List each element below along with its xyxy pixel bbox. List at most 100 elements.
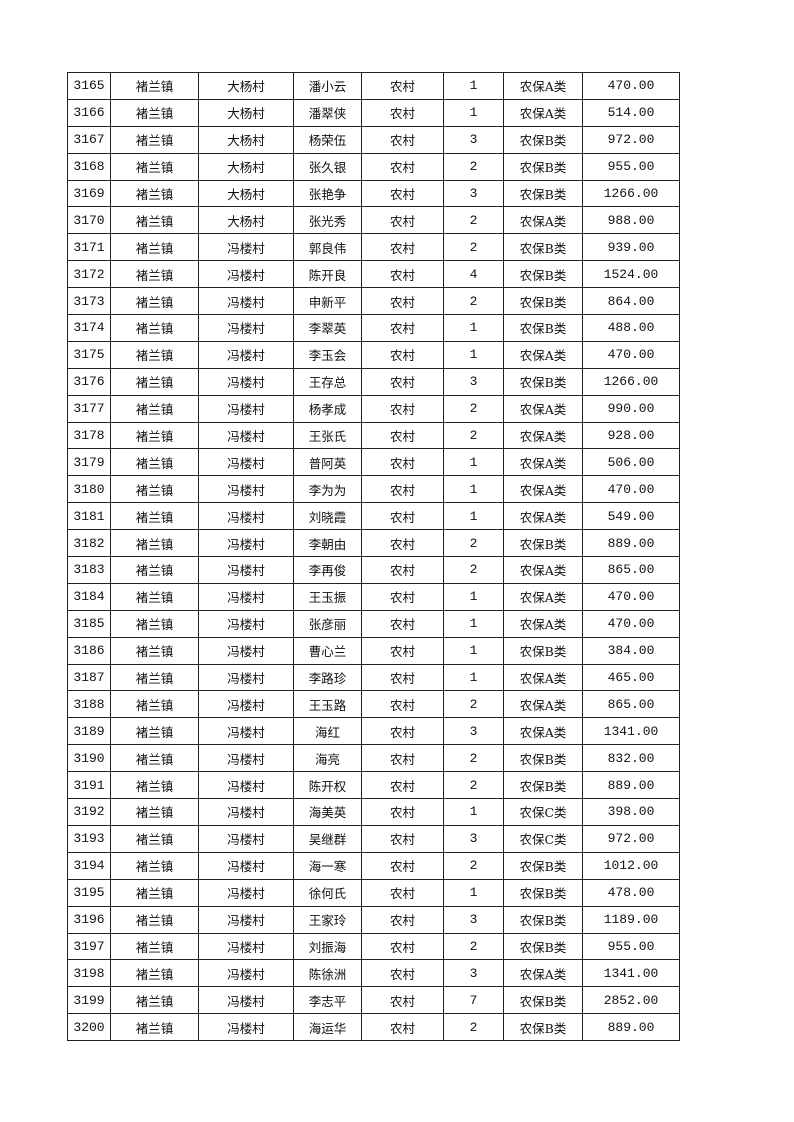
table-row: 3198 褚兰镇 冯楼村 陈徐洲 农村 3 农保A类 1341.00 xyxy=(67,959,680,988)
cell-town: 褚兰镇 xyxy=(110,556,199,584)
cell-insurance-category: 农保B类 xyxy=(503,905,583,934)
cell-row-number: 3194 xyxy=(67,851,111,880)
cell-row-number: 3198 xyxy=(67,959,111,988)
cell-village: 冯楼村 xyxy=(198,556,294,584)
cell-insurance-category: 农保B类 xyxy=(503,287,583,316)
cell-person-name: 海红 xyxy=(293,717,362,746)
cell-village: 冯楼村 xyxy=(198,878,294,907)
cell-town: 褚兰镇 xyxy=(110,744,199,773)
cell-household-type: 农村 xyxy=(361,314,444,342)
cell-family-size: 2 xyxy=(443,394,504,423)
cell-row-number: 3186 xyxy=(67,636,111,665)
cell-insurance-category: 农保B类 xyxy=(503,771,583,800)
cell-insurance-category: 农保B类 xyxy=(503,260,583,289)
table-row: 3178 褚兰镇 冯楼村 王张氏 农村 2 农保A类 928.00 xyxy=(67,421,680,450)
cell-amount: 478.00 xyxy=(582,878,680,907)
cell-person-name: 海美英 xyxy=(293,798,362,826)
cell-town: 褚兰镇 xyxy=(110,905,199,934)
cell-household-type: 农村 xyxy=(361,824,444,853)
cell-person-name: 李玉会 xyxy=(293,340,362,369)
cell-family-size: 3 xyxy=(443,179,504,208)
cell-village: 冯楼村 xyxy=(198,663,294,692)
cell-insurance-category: 农保A类 xyxy=(503,609,583,638)
cell-amount: 470.00 xyxy=(582,582,680,611)
cell-amount: 2852.00 xyxy=(582,986,680,1015)
cell-family-size: 2 xyxy=(443,932,504,961)
cell-household-type: 农村 xyxy=(361,636,444,665)
cell-amount: 470.00 xyxy=(582,609,680,638)
cell-household-type: 农村 xyxy=(361,744,444,773)
cell-insurance-category: 农保B类 xyxy=(503,125,583,154)
cell-village: 大杨村 xyxy=(198,179,294,208)
cell-person-name: 张久银 xyxy=(293,152,362,181)
cell-town: 褚兰镇 xyxy=(110,287,199,316)
cell-insurance-category: 农保A类 xyxy=(503,556,583,584)
cell-family-size: 2 xyxy=(443,744,504,773)
cell-household-type: 农村 xyxy=(361,421,444,450)
cell-town: 褚兰镇 xyxy=(110,609,199,638)
table-row: 3183 褚兰镇 冯楼村 李再俊 农村 2 农保A类 865.00 xyxy=(67,556,680,584)
cell-person-name: 刘晓霞 xyxy=(293,502,362,531)
cell-household-type: 农村 xyxy=(361,502,444,531)
cell-amount: 1266.00 xyxy=(582,179,680,208)
table-row: 3185 褚兰镇 冯楼村 张彦丽 农村 1 农保A类 470.00 xyxy=(67,609,680,638)
cell-village: 大杨村 xyxy=(198,206,294,235)
cell-family-size: 1 xyxy=(443,878,504,907)
table-body: 3165 褚兰镇 大杨村 潘小云 农村 1 农保A类 470.00 3166 褚兰镇 大杨村 潘翠侠农… xyxy=(67,72,680,1042)
cell-town: 褚兰镇 xyxy=(110,717,199,746)
table-row: 3169 褚兰镇 大杨村 张艳争 农村 3 农保B类 1266.00 xyxy=(67,179,680,208)
cell-insurance-category: 农保B类 xyxy=(503,529,583,558)
cell-village: 冯楼村 xyxy=(198,260,294,289)
table-row: 3181 褚兰镇 冯楼村 刘晓霞 农村 1 农保A类 549.00 xyxy=(67,502,680,531)
cell-amount: 972.00 xyxy=(582,125,680,154)
cell-person-name: 李朝由 xyxy=(293,529,362,558)
cell-amount: 955.00 xyxy=(582,152,680,181)
cell-village: 冯楼村 xyxy=(198,690,294,719)
table-row: 3171 褚兰镇 冯楼村 郭良伟 农村 2 农保B类 939.00 xyxy=(67,233,680,262)
cell-town: 褚兰镇 xyxy=(110,475,199,504)
cell-row-number: 3177 xyxy=(67,394,111,423)
cell-insurance-category: 农保B类 xyxy=(503,233,583,262)
cell-amount: 398.00 xyxy=(582,798,680,826)
table-row: 3168 褚兰镇 大杨村 张久银 农村 2 农保B类 955.00 xyxy=(67,152,680,181)
cell-person-name: 杨孝成 xyxy=(293,394,362,423)
cell-village: 大杨村 xyxy=(198,125,294,154)
cell-village: 大杨村 xyxy=(198,72,294,100)
cell-household-type: 农村 xyxy=(361,340,444,369)
cell-row-number: 3168 xyxy=(67,152,111,181)
cell-family-size: 3 xyxy=(443,959,504,988)
cell-family-size: 3 xyxy=(443,125,504,154)
cell-family-size: 1 xyxy=(443,72,504,100)
cell-town: 褚兰镇 xyxy=(110,421,199,450)
cell-household-type: 农村 xyxy=(361,367,444,396)
cell-household-type: 农村 xyxy=(361,717,444,746)
cell-town: 褚兰镇 xyxy=(110,959,199,988)
table-row: 3177 褚兰镇 冯楼村 杨孝成 农村 2 农保A类 990.00 xyxy=(67,394,680,423)
cell-household-type: 农村 xyxy=(361,72,444,100)
cell-village: 冯楼村 xyxy=(198,475,294,504)
cell-amount: 549.00 xyxy=(582,502,680,531)
cell-village: 冯楼村 xyxy=(198,340,294,369)
cell-household-type: 农村 xyxy=(361,394,444,423)
cell-amount: 939.00 xyxy=(582,233,680,262)
cell-family-size: 2 xyxy=(443,206,504,235)
cell-family-size: 1 xyxy=(443,448,504,477)
cell-family-size: 3 xyxy=(443,717,504,746)
cell-town: 褚兰镇 xyxy=(110,529,199,558)
cell-person-name: 陈徐洲 xyxy=(293,959,362,988)
cell-row-number: 3190 xyxy=(67,744,111,773)
cell-household-type: 农村 xyxy=(361,905,444,934)
cell-person-name: 徐何氏 xyxy=(293,878,362,907)
cell-town: 褚兰镇 xyxy=(110,340,199,369)
cell-household-type: 农村 xyxy=(361,125,444,154)
cell-village: 冯楼村 xyxy=(198,421,294,450)
cell-amount: 1189.00 xyxy=(582,905,680,934)
cell-amount: 488.00 xyxy=(582,314,680,342)
cell-town: 褚兰镇 xyxy=(110,448,199,477)
cell-village: 大杨村 xyxy=(198,98,294,127)
cell-amount: 1341.00 xyxy=(582,717,680,746)
cell-village: 冯楼村 xyxy=(198,314,294,342)
cell-household-type: 农村 xyxy=(361,556,444,584)
cell-family-size: 1 xyxy=(443,502,504,531)
cell-amount: 1524.00 xyxy=(582,260,680,289)
